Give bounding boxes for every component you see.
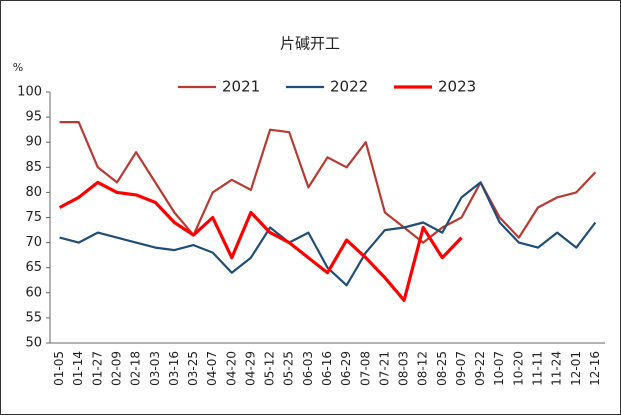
- x-tick-label: 10-07: [492, 351, 506, 386]
- legend-label: 2023: [438, 78, 476, 96]
- x-tick-label: 04-07: [205, 351, 219, 386]
- y-tick-label: 60: [25, 285, 42, 300]
- y-tick-label: 70: [25, 235, 42, 250]
- x-tick-label: 03-25: [186, 351, 200, 386]
- x-tick-label: 12-16: [588, 351, 602, 386]
- x-tick-label: 10-20: [511, 351, 525, 386]
- x-tick-label: 03-03: [148, 351, 162, 386]
- y-tick-label: 80: [25, 185, 42, 200]
- x-tick-label: 01-14: [71, 351, 85, 386]
- y-tick-label: 95: [25, 110, 42, 125]
- x-tick-label: 12-01: [569, 351, 583, 386]
- series-line: [59, 121, 597, 244]
- x-tick-label: 04-29: [243, 351, 257, 386]
- series-line: [59, 181, 597, 287]
- y-unit: %: [13, 61, 23, 74]
- x-tick-label: 06-29: [339, 351, 353, 386]
- x-tick-label: 03-16: [167, 351, 181, 386]
- x-tick-label: 07-08: [358, 351, 372, 386]
- x-tick-label: 11-24: [550, 351, 564, 386]
- x-tick-label: 08-25: [435, 351, 449, 386]
- x-tick-label: 02-18: [129, 351, 143, 386]
- y-tick-label: 90: [25, 135, 42, 150]
- x-tick-label: 04-20: [224, 351, 238, 386]
- y-tick-label: 50: [25, 336, 42, 351]
- y-tick-label: 85: [25, 160, 42, 175]
- x-tick-label: 09-22: [473, 351, 487, 386]
- y-tick-label: 75: [25, 210, 42, 225]
- x-tick-label: 01-05: [52, 351, 66, 386]
- y-tick-label: 55: [25, 310, 42, 325]
- y-tick-label: 65: [25, 260, 42, 275]
- x-tick-label: 02-09: [109, 351, 123, 386]
- x-tick-label: 05-25: [282, 351, 296, 386]
- x-tick-label: 08-03: [397, 351, 411, 386]
- x-tick-label: 09-07: [454, 351, 468, 386]
- y-tick-label: 100: [17, 85, 42, 100]
- legend-label: 2022: [330, 78, 368, 96]
- x-tick-label: 06-16: [320, 351, 334, 386]
- legend-label: 2021: [222, 78, 260, 96]
- x-tick-label: 11-11: [531, 351, 545, 386]
- x-tick-label: 01-27: [90, 351, 104, 386]
- x-tick-label: 07-21: [377, 351, 391, 386]
- x-tick-label: 08-12: [416, 351, 430, 386]
- x-tick-label: 06-03: [301, 351, 315, 386]
- series-line: [58, 180, 463, 302]
- x-tick-label: 05-12: [263, 351, 277, 386]
- chart-title: 片碱开工: [280, 35, 340, 53]
